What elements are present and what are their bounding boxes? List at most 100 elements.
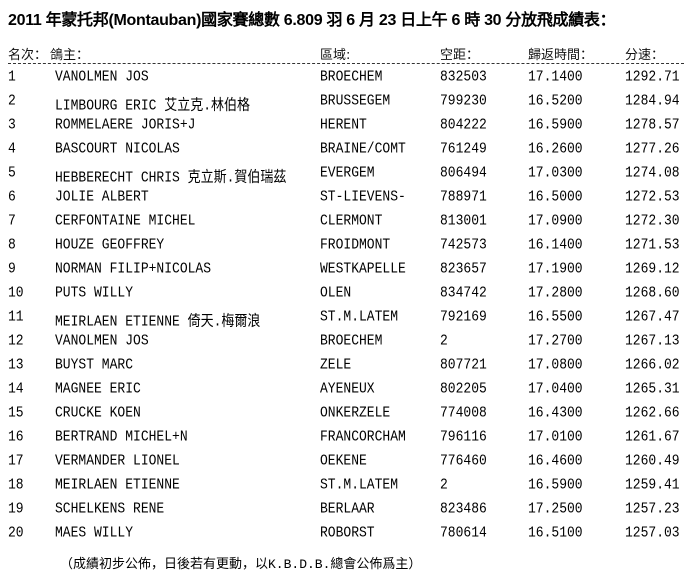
cell-return-time: 17.2700 xyxy=(528,332,583,350)
cell-speed: 1260.49 xyxy=(625,452,680,470)
cell-distance: 796116 xyxy=(440,428,487,446)
cell-owner: LIMBOURG ERIC 艾立克.林伯格 xyxy=(55,96,251,114)
cell-rank: 1 xyxy=(8,68,16,86)
cell-return-time: 17.0400 xyxy=(528,380,583,398)
table-row: 9 NORMAN FILIP+NICOLAS WESTKAPELLE 823657 17… xyxy=(0,260,690,284)
cell-distance: 802205 xyxy=(440,380,487,398)
cell-distance: 823657 xyxy=(440,260,487,278)
cell-speed: 1262.66 xyxy=(625,404,680,422)
cell-return-time: 17.1400 xyxy=(528,68,583,86)
header-rank: 名次： xyxy=(8,48,48,63)
cell-region: HERENT xyxy=(320,116,367,134)
cell-region: OLEN xyxy=(320,284,352,302)
table-row: 19 SCHELKENS RENE BERLAAR 823486 17.2500 1257… xyxy=(0,500,690,524)
cell-region: ZELE xyxy=(320,356,352,374)
cell-region: ST.M.LATEM xyxy=(320,308,399,326)
table-row: 4 BASCOURT NICOLAS BRAINE/COMT 761249 16.260… xyxy=(0,140,690,164)
cell-distance: 774008 xyxy=(440,404,487,422)
cell-return-time: 17.0300 xyxy=(528,164,583,182)
cell-owner: HOUZE GEOFFREY xyxy=(55,236,165,254)
cell-region: ROBORST xyxy=(320,524,375,542)
cell-distance: 776460 xyxy=(440,452,487,470)
cell-return-time: 17.2500 xyxy=(528,500,583,518)
cell-distance: 761249 xyxy=(440,140,487,158)
cell-owner: SCHELKENS RENE xyxy=(55,500,165,518)
cell-speed: 1261.67 xyxy=(625,428,680,446)
cell-return-time: 17.0800 xyxy=(528,356,583,374)
cell-region: ST.M.LATEM xyxy=(320,476,399,494)
cell-speed: 1292.71 xyxy=(625,68,680,86)
cell-return-time: 17.0100 xyxy=(528,428,583,446)
header-region: 區域: xyxy=(320,48,351,63)
cell-return-time: 16.5900 xyxy=(528,476,583,494)
cell-speed: 1259.41 xyxy=(625,476,680,494)
table-row: 12 VANOLMEN JOS BROECHEM 2 17.2700 1267.13 xyxy=(0,332,690,356)
cell-owner: VERMANDER LIONEL xyxy=(55,452,180,470)
table-row: 8 HOUZE GEOFFREY FROIDMONT 742573 16.1400 127… xyxy=(0,236,690,260)
header-divider xyxy=(8,63,684,64)
cell-region: ONKERZELE xyxy=(320,404,391,422)
cell-owner: NORMAN FILIP+NICOLAS xyxy=(55,260,212,278)
cell-region: BRUSSEGEM xyxy=(320,92,391,110)
cell-rank: 20 xyxy=(8,524,24,542)
cell-speed: 1265.31 xyxy=(625,380,680,398)
cell-region: AYENEUX xyxy=(320,380,375,398)
footer-note: （成績初步公佈，日後若有更動，以K.B.D.B.總會公佈爲主） xyxy=(60,557,422,572)
cell-distance: 823486 xyxy=(440,500,487,518)
cell-region: CLERMONT xyxy=(320,212,383,230)
cell-rank: 8 xyxy=(8,236,16,254)
table-row: 10 PUTS WILLY OLEN 834742 17.2800 1268.60 xyxy=(0,284,690,308)
cell-rank: 3 xyxy=(8,116,16,134)
cell-distance: 2 xyxy=(440,332,448,350)
cell-region: WESTKAPELLE xyxy=(320,260,406,278)
cell-return-time: 16.5200 xyxy=(528,92,583,110)
cell-rank: 9 xyxy=(8,260,16,278)
cell-rank: 2 xyxy=(8,92,16,110)
cell-distance: 807721 xyxy=(440,356,487,374)
cell-owner: BUYST MARC xyxy=(55,356,134,374)
cell-return-time: 16.5100 xyxy=(528,524,583,542)
cell-return-time: 16.4600 xyxy=(528,452,583,470)
cell-speed: 1266.02 xyxy=(625,356,680,374)
cell-speed: 1272.53 xyxy=(625,188,680,206)
cell-owner: HEBBERECHT CHRIS 克立斯.賀伯瑞茲 xyxy=(55,168,287,186)
cell-region: BROECHEM xyxy=(320,332,383,350)
cell-region: BERLAAR xyxy=(320,500,375,518)
cell-region: FRANCORCHAM xyxy=(320,428,406,446)
cell-distance: 832503 xyxy=(440,68,487,86)
cell-owner: MAES WILLY xyxy=(55,524,134,542)
cell-rank: 18 xyxy=(8,476,24,494)
header-return-time: 歸返時間： xyxy=(528,48,594,63)
cell-owner: VANOLMEN JOS xyxy=(55,68,149,86)
page-title: 2011 年蒙托邦(Montauban)國家賽總數 6.809 羽 6 月 23… xyxy=(8,12,616,29)
cell-rank: 19 xyxy=(8,500,24,518)
cell-distance: 788971 xyxy=(440,188,487,206)
cell-region: ST-LIEVENS- xyxy=(320,188,406,206)
cell-return-time: 16.2600 xyxy=(528,140,583,158)
cell-owner: JOLIE ALBERT xyxy=(55,188,149,206)
cell-owner: VANOLMEN JOS xyxy=(55,332,149,350)
cell-speed: 1257.23 xyxy=(625,500,680,518)
table-row: 20 MAES WILLY ROBORST 780614 16.5100 1257.03 xyxy=(0,524,690,548)
cell-return-time: 16.4300 xyxy=(528,404,583,422)
cell-speed: 1272.30 xyxy=(625,212,680,230)
cell-owner: BERTRAND MICHEL+N xyxy=(55,428,188,446)
cell-region: OEKENE xyxy=(320,452,367,470)
cell-rank: 12 xyxy=(8,332,24,350)
cell-owner: MEIRLAEN ETIENNE 倚天.梅爾浪 xyxy=(55,312,261,330)
cell-speed: 1267.47 xyxy=(625,308,680,326)
cell-owner: CRUCKE KOEN xyxy=(55,404,141,422)
cell-owner: PUTS WILLY xyxy=(55,284,134,302)
cell-region: BRAINE/COMT xyxy=(320,140,406,158)
cell-region: EVERGEM xyxy=(320,164,375,182)
cell-owner: ROMMELAERE JORIS+J xyxy=(55,116,196,134)
table-row: 17 VERMANDER LIONEL OEKENE 776460 16.4600 126… xyxy=(0,452,690,476)
table-row: 15 CRUCKE KOEN ONKERZELE 774008 16.4300 1262.… xyxy=(0,404,690,428)
table-row: 11 MEIRLAEN ETIENNE 倚天.梅爾浪 ST.M.LATEM 79216… xyxy=(0,308,690,332)
cell-rank: 6 xyxy=(8,188,16,206)
cell-return-time: 16.5000 xyxy=(528,188,583,206)
cell-region: FROIDMONT xyxy=(320,236,391,254)
table-row: 18 MEIRLAEN ETIENNE ST.M.LATEM 2 16.5900 1259… xyxy=(0,476,690,500)
cell-speed: 1278.57 xyxy=(625,116,680,134)
cell-distance: 2 xyxy=(440,476,448,494)
